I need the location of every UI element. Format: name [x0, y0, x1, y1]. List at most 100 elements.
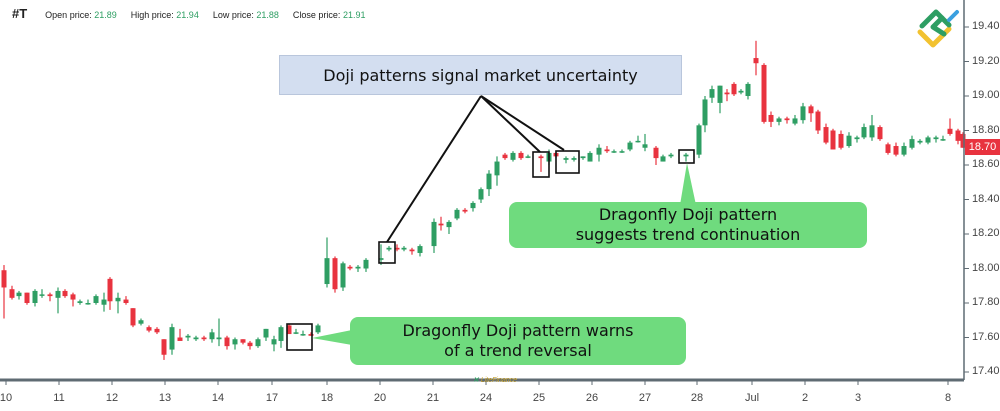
callout-low-line-1: Dragonfly Doji pattern warns: [402, 321, 634, 340]
candle: [85, 299, 91, 305]
close-price-label: Close price:: [292, 10, 341, 20]
candle: [232, 337, 238, 350]
watermark-text: LiteFinance: [480, 377, 518, 384]
candle: [518, 151, 524, 160]
callout-low-pointer: [312, 330, 352, 345]
candle: [611, 149, 617, 153]
candle: [525, 154, 531, 159]
candle: [901, 142, 907, 157]
candle: [9, 285, 15, 300]
x-tick-label: 25: [532, 392, 546, 404]
open-price-label: Open price:: [45, 10, 92, 20]
candle: [240, 339, 246, 345]
callout-dragonfly-continuation: Dragonfly Doji pattern suggests trend con…: [509, 202, 867, 248]
candle: [909, 135, 915, 150]
candle: [185, 334, 191, 341]
candle: [571, 156, 577, 162]
open-price: Open price: 21.89: [45, 10, 117, 20]
x-tick-label: 3: [854, 392, 862, 404]
y-tick-label: 18.60: [972, 158, 1000, 170]
candle: [130, 308, 136, 328]
candle: [55, 287, 61, 314]
candle: [627, 140, 633, 152]
candle: [462, 208, 468, 214]
close-price: Close price: 21.91: [293, 10, 366, 20]
ticker-symbol: #T: [12, 6, 28, 21]
candle: [32, 289, 38, 307]
candle: [635, 135, 641, 143]
candle: [107, 277, 113, 310]
candle: [486, 170, 492, 197]
candle: [324, 237, 330, 288]
x-tick-label: 12: [105, 392, 119, 404]
candle: [386, 246, 392, 252]
candle: [724, 89, 730, 102]
high-price-value: 21.94: [176, 10, 199, 20]
y-axis-ticks: [964, 26, 969, 373]
candle: [255, 337, 261, 348]
candle: [731, 82, 737, 96]
candle: [846, 132, 852, 148]
candle: [893, 142, 899, 157]
candle: [161, 339, 167, 360]
high-price-label: High price:: [130, 10, 174, 20]
candle: [761, 63, 767, 124]
candle: [653, 146, 659, 165]
candle: [278, 325, 284, 348]
candle: [738, 89, 744, 95]
candle: [885, 142, 891, 155]
candle: [823, 123, 829, 145]
candle: [768, 111, 774, 128]
callout-mid-pointer: [680, 163, 696, 205]
highlight-boxes: [286, 149, 695, 351]
candle: [580, 156, 586, 160]
candle: [815, 109, 821, 134]
candle: [454, 208, 460, 221]
highlight-box-doji-2: [532, 151, 550, 178]
candle: [101, 292, 107, 312]
candle: [619, 149, 625, 153]
x-tick-label: 28: [690, 392, 704, 404]
candle: [502, 152, 508, 160]
candle: [683, 152, 689, 162]
candle: [940, 135, 946, 141]
high-price: High price: 21.94: [131, 10, 199, 20]
candle: [394, 244, 400, 252]
x-tick-label: 24: [479, 392, 493, 404]
y-tick-label: 17.60: [972, 330, 1000, 343]
x-tick-label: 26: [585, 392, 599, 404]
y-tick-label: 19.40: [972, 20, 1000, 32]
x-tick-label: 27: [638, 392, 652, 404]
candle: [70, 292, 76, 307]
x-tick-label: 11: [53, 392, 65, 404]
candle: [696, 123, 702, 159]
candle: [510, 151, 516, 162]
candle: [193, 335, 199, 341]
x-tick-label: Jul: [744, 392, 760, 404]
highlight-box-continuation-doji: [678, 149, 695, 164]
candle: [753, 40, 759, 76]
candle: [668, 152, 674, 159]
callout-mid-line-2: suggests trend continuation: [575, 225, 801, 244]
callout-dragonfly-reversal: Dragonfly Doji pattern warns of a trend r…: [350, 317, 686, 365]
candle: [470, 201, 476, 212]
candle: [355, 265, 361, 272]
price-header: #T Open price: 21.89 High price: 21.94 L…: [12, 6, 365, 21]
candle: [587, 151, 593, 162]
candle: [478, 187, 484, 203]
x-tick-label: 2: [801, 392, 809, 404]
candle: [1, 265, 7, 319]
candle: [340, 261, 346, 291]
callout-doji-uncertainty: Doji patterns signal market uncertainty: [279, 55, 682, 95]
candle: [123, 296, 129, 305]
candle: [308, 332, 314, 336]
y-tick-label: 19.00: [972, 89, 1000, 101]
x-axis-ticks: [5, 380, 949, 385]
current-price-tag: 18.70: [965, 139, 1000, 155]
candle: [854, 135, 860, 143]
candle: [169, 323, 175, 355]
candle: [300, 330, 306, 336]
y-tick-label: 17.40: [972, 365, 1000, 377]
candle: [838, 130, 844, 150]
